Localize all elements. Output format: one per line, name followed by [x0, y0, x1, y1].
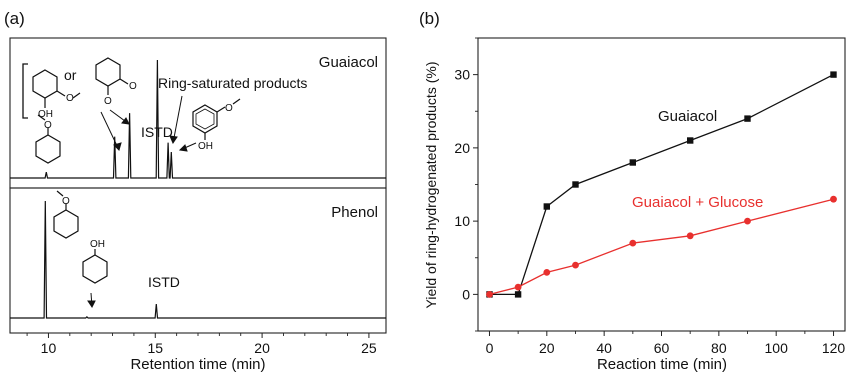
structure-o-label-2: O: [129, 81, 137, 92]
data-point-square: [543, 203, 550, 210]
chart-b-y-tick-label: 10: [454, 213, 470, 229]
annotation-istd-bottom: ISTD: [148, 274, 180, 290]
structure-guaiacol: [192, 98, 241, 140]
chart-b-series: [486, 71, 837, 298]
trace-line-guaiacol: [10, 59, 386, 179]
chart-a-x-axis: 10 15 20 25: [26, 333, 377, 356]
data-point-circle: [543, 269, 551, 276]
chart-a-x-tick-label: 25: [361, 340, 377, 356]
structure-o-label-5: O: [44, 120, 52, 131]
structure-methyl-bond-1: [72, 92, 81, 99]
data-point-circle: [686, 232, 694, 240]
series-line-0: [489, 74, 834, 296]
annotation-arrows: [87, 95, 197, 308]
data-point-square: [572, 181, 579, 188]
chart-b-x-tick-label: 60: [654, 340, 670, 356]
data-point-circle: [572, 261, 579, 269]
chart-b-y-tick-label: 0: [462, 286, 470, 302]
structure-methoxycyclohexane-pair: [95, 57, 129, 95]
chart-a-x-tick-label: 10: [41, 340, 57, 356]
structure-o-label-4: O: [225, 103, 233, 114]
structure-methoxycyclohexanol: [32, 69, 66, 108]
chart-b-x-tick-label: 20: [539, 340, 555, 356]
chart-b-y-tick-label: 30: [454, 67, 470, 83]
structure-methoxycyclohexane-top: [35, 114, 61, 164]
panel-a-label: (a): [4, 9, 25, 28]
panel-b-label: (b): [419, 9, 440, 28]
structure-o-label-3: O: [104, 96, 112, 107]
structure-o-label-6: O: [62, 196, 70, 207]
chart-b-frame: [477, 37, 846, 332]
structure-cyclohexanol: [82, 249, 108, 284]
chart-b-y-tick-label: 20: [454, 140, 470, 156]
trace-line-phenol: [10, 200, 386, 319]
chart-a-x-tick-label: 15: [147, 340, 163, 356]
data-point-circle: [830, 195, 837, 203]
data-point-square: [744, 115, 751, 122]
series-label-guaiacol-glucose: Guaiacol + Glucose: [632, 194, 763, 211]
annotation-or: or: [64, 67, 77, 83]
data-point-circle: [744, 217, 751, 225]
chart-b-axes: 0 20 40 60 80 100 120 0 10 20 30: [454, 37, 846, 356]
data-point-square: [514, 291, 522, 298]
trace-label-guaiacol: Guaiacol: [319, 54, 378, 71]
data-point-circle: [629, 239, 637, 247]
trace-label-phenol: Phenol: [331, 204, 378, 221]
chart-a-traces: [10, 59, 386, 319]
structure-oh-label-1: OH: [38, 109, 53, 120]
data-point-square: [830, 71, 837, 78]
chart-a-x-tick-label: 20: [254, 340, 270, 356]
chart-b-x-axis-label: Reaction time (min): [597, 356, 727, 373]
chart-a-x-axis-label: Retention time (min): [130, 356, 265, 373]
series-line-1: [489, 198, 834, 296]
chart-b-x-tick-label: 40: [596, 340, 612, 356]
structure-o-label-1: O: [66, 93, 74, 104]
chart-b-y-axis-label: Yield of ring-hydrogenated products (%): [423, 62, 439, 309]
structure-methoxycyclohexane-bottom: [53, 190, 79, 239]
data-point-circle: [514, 283, 522, 291]
chart-b-x-tick-label: 80: [711, 340, 727, 356]
chart-b-x-tick-label: 120: [822, 340, 846, 356]
data-point-circle: [486, 291, 493, 298]
chart-b-x-tick-label: 100: [765, 340, 789, 356]
structure-oh-label-2: OH: [198, 141, 213, 152]
bracket-left: [22, 63, 28, 119]
data-point-square: [687, 137, 694, 144]
annotation-istd-top: ISTD: [141, 124, 173, 140]
annotation-ring-saturated: Ring-saturated products: [158, 75, 307, 91]
data-point-square: [629, 159, 636, 166]
structure-oh-label-3: OH: [90, 239, 105, 250]
chart-b-x-tick-label: 0: [486, 340, 494, 356]
series-label-guaiacol: Guaiacol: [658, 108, 717, 125]
